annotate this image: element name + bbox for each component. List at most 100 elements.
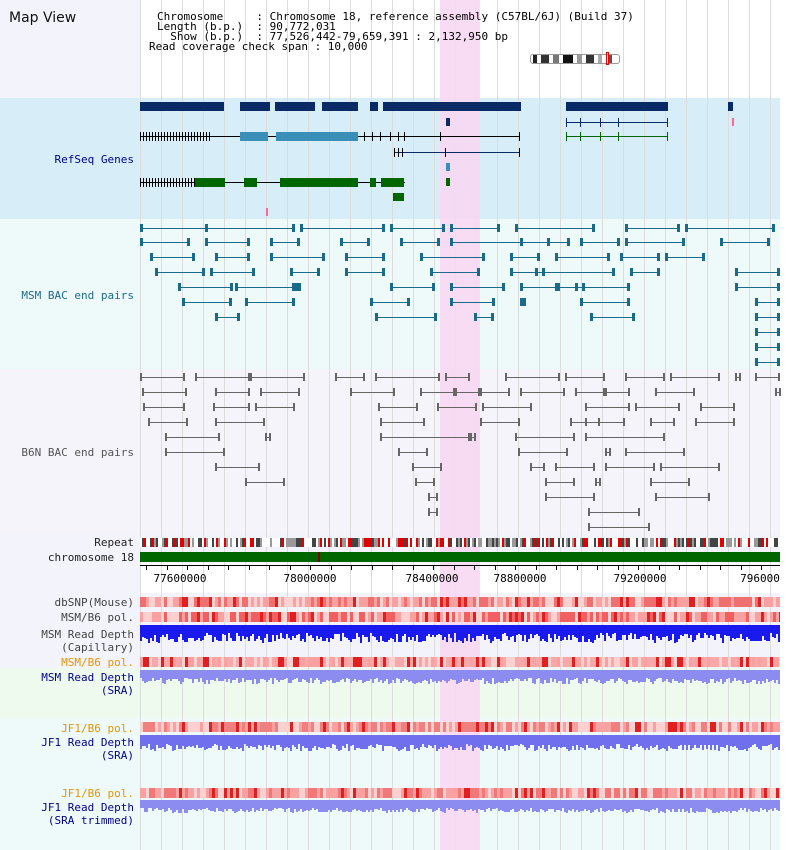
heat-cell bbox=[479, 788, 482, 798]
heat-cell bbox=[710, 612, 713, 622]
heat-cell bbox=[428, 722, 431, 732]
info-length: Length (b.p.) : 90,772,031 bbox=[157, 20, 336, 33]
label-b6n-bac-end-pairs[interactable]: B6N BAC end pairs bbox=[21, 446, 134, 459]
depth-bar bbox=[622, 670, 624, 681]
heat-cell bbox=[743, 722, 746, 732]
depth-bar bbox=[294, 735, 296, 747]
heat-cell bbox=[176, 597, 179, 607]
msm-bac-end bbox=[502, 283, 505, 291]
depth-bar bbox=[766, 800, 768, 812]
depth-bar bbox=[694, 800, 696, 813]
gene-exon bbox=[240, 132, 268, 141]
heat-cell bbox=[143, 612, 146, 622]
heat-cell bbox=[713, 657, 716, 667]
repeat-element bbox=[352, 538, 354, 547]
grid-line bbox=[665, 0, 666, 850]
heat-cell bbox=[437, 612, 440, 622]
b6n-bac-end bbox=[303, 373, 305, 381]
heat-cell bbox=[707, 788, 710, 798]
heat-cell bbox=[218, 788, 221, 798]
heat-cell bbox=[539, 597, 542, 607]
depth-bar bbox=[740, 625, 742, 634]
heat-cell bbox=[212, 657, 215, 667]
depth-bar bbox=[656, 670, 658, 679]
depth-bar bbox=[278, 670, 280, 682]
heat-cell bbox=[371, 657, 374, 667]
depth-bar bbox=[670, 800, 672, 812]
depth-bar bbox=[456, 800, 458, 811]
b6n-bac-pair bbox=[428, 497, 438, 498]
depth-bar bbox=[162, 800, 164, 809]
repeat-element bbox=[576, 538, 578, 547]
repeat-element bbox=[276, 538, 278, 547]
heat-cell bbox=[617, 597, 620, 607]
repeat-element bbox=[146, 538, 148, 547]
heat-cell bbox=[575, 597, 578, 607]
depth-bar bbox=[424, 670, 426, 680]
depth-bar bbox=[572, 625, 574, 635]
b6n-bac-end bbox=[573, 478, 575, 486]
depth-bar bbox=[224, 670, 226, 679]
depth-bar bbox=[680, 735, 682, 745]
depth-bar bbox=[756, 735, 758, 747]
depth-bar bbox=[292, 625, 294, 636]
depth-bar bbox=[322, 670, 324, 682]
heat-cell bbox=[770, 657, 773, 667]
heat-cell bbox=[167, 722, 170, 732]
depth-bar bbox=[436, 735, 438, 751]
msm-bac-end bbox=[477, 268, 480, 276]
depth-bar bbox=[400, 800, 402, 809]
repeat-element bbox=[420, 538, 422, 547]
depth-bar bbox=[196, 800, 198, 811]
grid-line bbox=[539, 0, 540, 850]
gene-exon bbox=[732, 118, 734, 126]
msm-bac-pair bbox=[510, 257, 540, 258]
label-msm-bac-end-pairs[interactable]: MSM BAC end pairs bbox=[21, 289, 134, 302]
heat-cell bbox=[596, 657, 599, 667]
depth-bar bbox=[150, 735, 152, 750]
depth-bar bbox=[318, 735, 320, 747]
b6n-bac-pair bbox=[585, 407, 630, 408]
depth-bar bbox=[288, 670, 290, 683]
depth-bar bbox=[188, 735, 190, 746]
grid-line bbox=[413, 0, 414, 850]
depth-bar bbox=[740, 800, 742, 808]
repeat-element bbox=[642, 538, 644, 547]
heat-cell bbox=[344, 788, 347, 798]
depth-bar bbox=[728, 670, 730, 678]
heat-cell bbox=[767, 657, 770, 667]
label-refseq-genes[interactable]: RefSeq Genes bbox=[54, 153, 134, 166]
ruler-tick bbox=[576, 566, 578, 570]
depth-bar bbox=[676, 670, 678, 681]
depth-bar bbox=[382, 625, 384, 641]
b6n-bac-end bbox=[718, 463, 720, 471]
depth-bar bbox=[444, 800, 446, 813]
depth-bar bbox=[512, 735, 514, 746]
depth-bar bbox=[220, 670, 222, 681]
depth-bar bbox=[370, 625, 372, 633]
grid-line bbox=[707, 0, 708, 850]
depth-bar bbox=[474, 670, 476, 680]
depth-bar bbox=[158, 735, 160, 748]
heat-cell bbox=[665, 722, 668, 732]
heat-cell bbox=[434, 657, 437, 667]
depth-bar bbox=[398, 800, 400, 812]
heat-cell bbox=[725, 788, 728, 798]
heat-cell bbox=[338, 657, 341, 667]
repeat-element bbox=[718, 538, 720, 547]
depth-bar bbox=[148, 735, 150, 744]
heat-cell bbox=[704, 722, 707, 732]
heat-cell bbox=[620, 597, 623, 607]
heat-cell bbox=[599, 788, 602, 798]
b6n-bac-end bbox=[518, 448, 520, 456]
heat-cell bbox=[206, 722, 209, 732]
heat-cell bbox=[197, 722, 200, 732]
chromosome-ideogram[interactable] bbox=[530, 54, 620, 64]
repeat-element bbox=[372, 538, 374, 547]
heat-cell bbox=[590, 788, 593, 798]
depth-bar bbox=[316, 800, 318, 809]
depth-bar bbox=[646, 670, 648, 678]
heat-cell bbox=[182, 657, 185, 667]
heat-cell bbox=[230, 657, 233, 667]
heat-cell bbox=[491, 788, 494, 798]
